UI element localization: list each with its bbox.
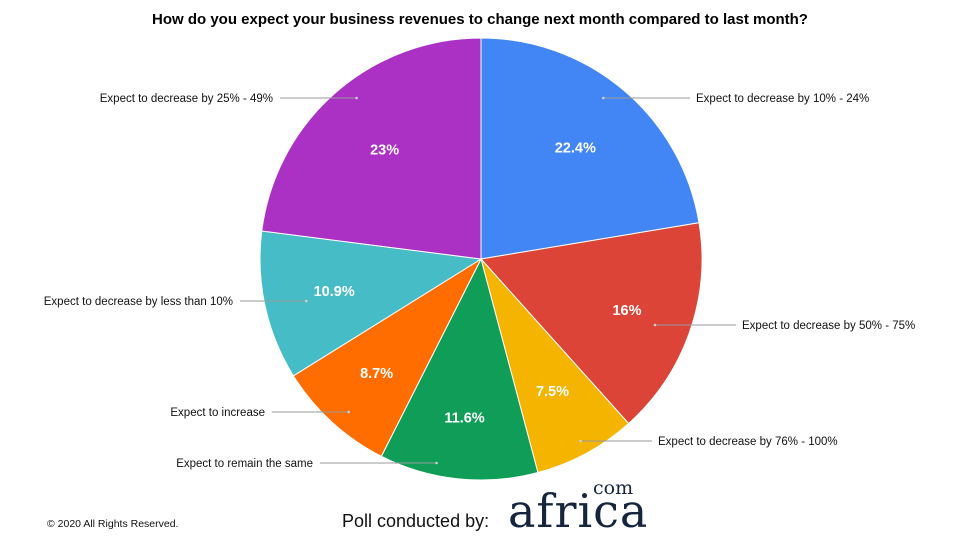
pie-slice-expect-to-increase [292,257,483,457]
pct-label-expect-to-decrease-by-10-24: 22.4% [555,141,596,157]
pct-label-expect-to-increase: 8.7% [360,366,393,382]
slice-label-expect-to-decrease-by-76-100: Expect to decrease by 76% - 100% [658,436,838,448]
slice-label-expect-to-increase: Expect to increase [170,407,265,419]
pct-label-expect-to-decrease-by-76-100: 7.5% [536,384,569,400]
leader-dot-expect-to-decrease-by-less-than-10 [304,299,308,303]
pie-slice-expect-to-decrease-by-50-75 [480,222,703,425]
leader-dot-expect-to-decrease-by-76-100 [579,439,582,443]
logo-com-suffix: com [593,477,634,499]
logo-wordmark: africa [508,484,649,538]
leader-dot-expect-to-decrease-by-50-75 [653,323,657,327]
pie-slice-expect-to-decrease-by-25-49 [261,37,482,260]
pie-slice-expect-to-remain-the-same [380,257,539,481]
pct-label-expect-to-decrease-by-50-75: 16% [612,303,641,319]
copyright-notice: © 2020 All Rights Reserved. [47,518,179,530]
pie-slice-expect-to-decrease-by-76-100 [480,258,630,474]
pie-slice-expect-to-decrease-by-less-than-10 [259,230,483,377]
slice-label-expect-to-decrease-by-50-75: Expect to decrease by 50% - 75% [742,320,915,332]
leader-dot-expect-to-remain-the-same [435,461,438,465]
leader-dot-expect-to-decrease-by-10-24 [602,96,605,100]
leader-dot-expect-to-decrease-by-25-49 [355,96,358,100]
slice-label-expect-to-remain-the-same: Expect to remain the same [176,458,313,470]
pie-slice-expect-to-decrease-by-10-24 [480,37,700,260]
slice-label-expect-to-decrease-by-less-than-10: Expect to decrease by less than 10% [44,296,233,308]
slice-label-expect-to-decrease-by-25-49: Expect to decrease by 25% - 49% [100,93,273,105]
pct-label-expect-to-decrease-by-less-than-10: 10.9% [314,284,355,300]
pct-label-expect-to-decrease-by-25-49: 23% [370,143,399,159]
africa-com-logo: africa com [508,478,658,538]
poll-credit-text: Poll conducted by: [342,511,490,531]
pct-label-expect-to-remain-the-same: 11.6% [444,410,484,426]
leader-dot-expect-to-increase [347,410,350,414]
slice-label-expect-to-decrease-by-10-24: Expect to decrease by 10% - 24% [696,93,869,105]
chart-title: How do you expect your business revenues… [152,11,808,28]
